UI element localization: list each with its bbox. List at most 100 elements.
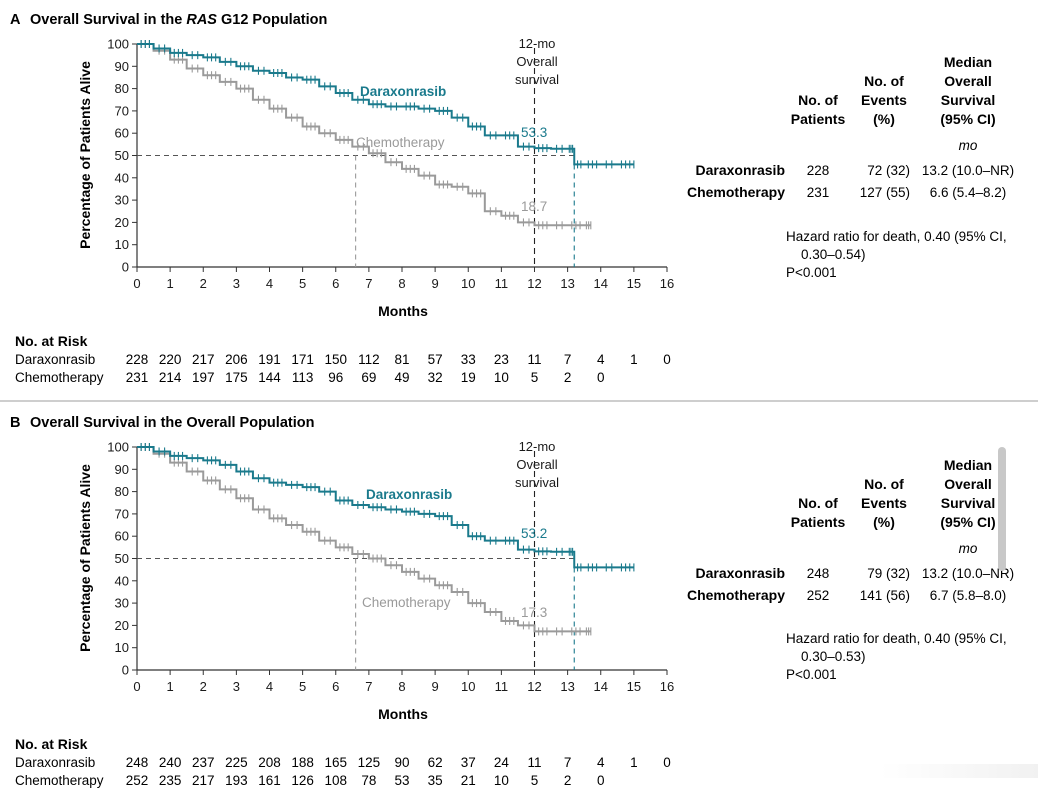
panel-b-x-tick-label: 11 bbox=[495, 679, 509, 694]
panel-a-row-chemotherapy-name: Chemotherapy bbox=[687, 184, 785, 200]
panel-a-col-patients-h2: Patients bbox=[791, 111, 846, 127]
panel-b-col-events-h1: No. of bbox=[864, 476, 904, 492]
panel-a-risk-daraxonrasib-value: 217 bbox=[192, 352, 215, 367]
panel-a-y-tick-label: 50 bbox=[115, 148, 129, 163]
panel-a-risk-daraxonrasib-value: 11 bbox=[527, 352, 541, 367]
panel-b-risk-daraxonrasib-value: 0 bbox=[663, 755, 671, 770]
panel-a-chemotherapy-12mo-value: 18.7 bbox=[521, 199, 547, 214]
panel-a-risk-values: 228 220 217 206 191 171 150 112 81 57 33 23 11 7 4 1 023… bbox=[126, 352, 671, 385]
panel-a-x-tick-label: 5 bbox=[299, 276, 306, 291]
panel-b-row-chemotherapy-name: Chemotherapy bbox=[687, 587, 785, 603]
panel-a-median-unit: mo bbox=[959, 138, 978, 153]
panel-b-x-tick-label: 2 bbox=[200, 679, 207, 694]
panel-a-x-tick-label: 4 bbox=[266, 276, 273, 291]
panel-a-risk-chemotherapy-value: 2 bbox=[564, 370, 572, 385]
panel-b-risk-chemotherapy-value: 35 bbox=[428, 773, 443, 788]
panel-a-x-axis-label: Months bbox=[378, 303, 428, 319]
panel-b-risk-chemotherapy-value: 235 bbox=[159, 773, 182, 788]
panel-a: A Overall Survival in the RAS G12 Popula… bbox=[10, 12, 1014, 385]
panel-b-x-axis-label: Months bbox=[378, 706, 428, 722]
panel-a-col-median-h1: Median bbox=[944, 54, 992, 70]
panel-a-risk-chemotherapy-value: 175 bbox=[225, 370, 248, 385]
panel-b-letter: B bbox=[10, 415, 20, 431]
panel-a-daraxonrasib-curve bbox=[137, 43, 634, 166]
panel-b-risk-daraxonrasib-value: 1 bbox=[630, 755, 638, 770]
panel-a-chemotherapy-curve bbox=[137, 43, 591, 227]
panel-b-chemotherapy-censor-marks bbox=[140, 443, 592, 636]
panel-b-x-tick-label: 6 bbox=[332, 679, 339, 694]
panel-a-12mo-label-line3: survival bbox=[515, 72, 559, 87]
panel-a-x-tick-label: 11 bbox=[495, 276, 509, 291]
panel-a-risk-chemotherapy-value: 0 bbox=[597, 370, 605, 385]
panel-b-col-median-h4: (95% CI) bbox=[940, 514, 995, 530]
panel-b-x-tick-label: 13 bbox=[560, 679, 574, 694]
panel-a-risk-chemotherapy-value: 96 bbox=[328, 370, 343, 385]
panel-b-risk-chemotherapy-value: 193 bbox=[225, 773, 248, 788]
panel-a-hazard-ratio-line2: 0.30–0.54) bbox=[801, 247, 866, 262]
bottom-edge-fade bbox=[880, 764, 1038, 778]
panel-b-daraxonrasib-12mo-value: 53.2 bbox=[521, 526, 547, 541]
panel-a-x-tick-label: 14 bbox=[594, 276, 608, 291]
panel-b-risk-chemotherapy-value: 108 bbox=[324, 773, 347, 788]
panel-b-x-tick-label: 9 bbox=[432, 679, 439, 694]
panel-b-risk-daraxonrasib-value: 248 bbox=[126, 755, 149, 770]
panel-b-col-median-h1: Median bbox=[944, 457, 992, 473]
panel-a-y-tick-label: 60 bbox=[115, 126, 129, 141]
panel-a-x-tick-label: 13 bbox=[560, 276, 574, 291]
panel-b-risk-daraxonrasib-label: Daraxonrasib bbox=[15, 755, 95, 770]
scrollbar-thumb[interactable] bbox=[998, 447, 1006, 571]
panel-a-y-tick-label: 70 bbox=[115, 103, 129, 118]
panel-a-x-tick-label: 6 bbox=[332, 276, 339, 291]
panel-a-y-tick-label: 40 bbox=[115, 170, 129, 185]
panel-a-x-tick-label: 8 bbox=[398, 276, 405, 291]
panel-a-y-tick-label: 30 bbox=[115, 193, 129, 208]
panel-b-risk-chemotherapy-value: 10 bbox=[494, 773, 509, 788]
panel-b-y-tick-label: 70 bbox=[115, 506, 129, 521]
panel-b-y-tick-label: 20 bbox=[115, 618, 129, 633]
panel-b-risk-daraxonrasib-value: 240 bbox=[159, 755, 182, 770]
panel-b-row-chemotherapy-median: 6.7 (5.8–8.0) bbox=[930, 588, 1007, 603]
panel-a-risk-chemotherapy-value: 5 bbox=[531, 370, 539, 385]
panel-b-daraxonrasib-curve-label: Daraxonrasib bbox=[366, 487, 452, 502]
panel-b-row-daraxonrasib-events: 79 (32) bbox=[867, 566, 910, 581]
panel-b-hazard-ratio-line1: Hazard ratio for death, 0.40 (95% CI, bbox=[786, 631, 1007, 646]
panel-a-x-tick-label: 10 bbox=[461, 276, 475, 291]
panel-b-risk-chemotherapy-label: Chemotherapy bbox=[15, 773, 104, 788]
panel-b-risk-daraxonrasib-value: 188 bbox=[291, 755, 314, 770]
panel-a-chemotherapy-curve-label: Chemotherapy bbox=[356, 135, 445, 150]
panel-b-chemotherapy-curve-label: Chemotherapy bbox=[362, 595, 451, 610]
panel-a-12mo-label-line1: 12-mo bbox=[519, 36, 556, 51]
panel-b-row-daraxonrasib-median: 13.2 (10.0–NR) bbox=[922, 566, 1014, 581]
panel-a-x-tick-label: 15 bbox=[627, 276, 641, 291]
panel-a-risk-daraxonrasib-value: 191 bbox=[258, 352, 281, 367]
panel-b-x-tick-label: 3 bbox=[233, 679, 240, 694]
panel-a-risk-daraxonrasib-value: 171 bbox=[291, 352, 314, 367]
panel-a-letter: A bbox=[10, 12, 21, 28]
panel-a-y-tick-label: 20 bbox=[115, 215, 129, 230]
panel-b-p-value: P<0.001 bbox=[786, 667, 837, 682]
panel-b-row-chemotherapy-events: 141 (56) bbox=[860, 588, 910, 603]
panel-b-risk-chemotherapy-value: 53 bbox=[394, 773, 409, 788]
panel-a-risk-chemotherapy-value: 231 bbox=[126, 370, 149, 385]
panel-a-risk-daraxonrasib-label: Daraxonrasib bbox=[15, 352, 95, 367]
panel-b-y-tick-label: 10 bbox=[115, 640, 129, 655]
panel-b-x-tick-label: 10 bbox=[461, 679, 475, 694]
panel-a-risk-chemotherapy-value: 69 bbox=[361, 370, 376, 385]
panel-a-risk-chemotherapy-value: 214 bbox=[159, 370, 182, 385]
panel-a-risk-chemotherapy-value: 113 bbox=[292, 370, 314, 385]
panel-a-row-chemotherapy-median: 6.6 (5.4–8.2) bbox=[930, 185, 1007, 200]
panel-b-risk-daraxonrasib-value: 208 bbox=[258, 755, 281, 770]
panel-b-y-axis-label: Percentage of Patients Alive bbox=[77, 464, 93, 652]
panel-a-x-tick-label: 9 bbox=[432, 276, 439, 291]
panel-b-risk-chemotherapy-value: 2 bbox=[564, 773, 572, 788]
panel-a-x-tick-label: 16 bbox=[660, 276, 674, 291]
panel-a-daraxonrasib-12mo-value: 53.3 bbox=[521, 125, 547, 140]
panel-b-12mo-label-line1: 12-mo bbox=[519, 439, 556, 454]
panel-b-x-tick-label: 15 bbox=[627, 679, 641, 694]
panel-b-12mo-label-line2: Overall bbox=[516, 457, 557, 472]
panel-b-y-tick-label: 30 bbox=[115, 596, 129, 611]
panel-a-row-chemotherapy-patients: 231 bbox=[807, 185, 830, 200]
panel-b-title: Overall Survival in the Overall Populati… bbox=[30, 415, 314, 431]
panel-b-y-tick-label: 80 bbox=[115, 484, 129, 499]
